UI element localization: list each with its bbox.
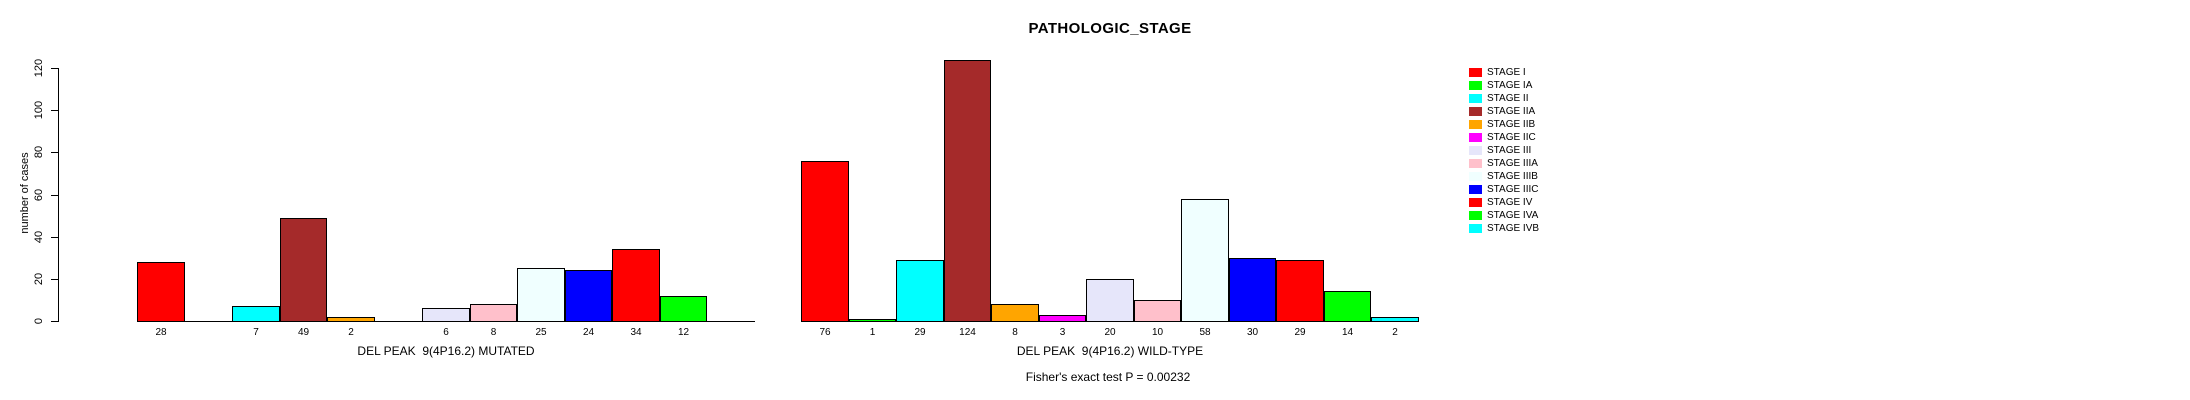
legend-label-stage-iiic: STAGE IIIC bbox=[1487, 184, 1539, 195]
legend-label-stage-ivb: STAGE IVB bbox=[1487, 223, 1540, 234]
legend-swatch-stage-iiic bbox=[1469, 185, 1482, 194]
bar-stage-i-mutated bbox=[137, 262, 185, 322]
legend-swatch-stage-i bbox=[1469, 68, 1482, 77]
legend-label-stage-iva: STAGE IVA bbox=[1487, 210, 1539, 221]
bar-count-stage-iiib-mutated: 25 bbox=[535, 327, 547, 338]
legend-swatch-stage-iiia bbox=[1469, 159, 1482, 168]
legend-label-stage-i: STAGE I bbox=[1487, 67, 1526, 78]
bar-count-stage-ii-wild-type: 29 bbox=[914, 327, 926, 338]
bar-count-stage-i-wild-type: 76 bbox=[819, 327, 831, 338]
bar-count-stage-iva-mutated: 12 bbox=[677, 327, 690, 338]
bar-stage-iv-mutated bbox=[612, 249, 660, 322]
bar-count-stage-ia-wild-type: 1 bbox=[869, 327, 876, 338]
y-tick-mark bbox=[51, 110, 58, 111]
legend-item-stage-iva: STAGE IVA bbox=[1469, 209, 1538, 222]
legend-item-stage-iiia: STAGE IIIA bbox=[1469, 157, 1538, 170]
group-label-wild-type: DEL PEAK 9(4P16.2) WILD-TYPE bbox=[1016, 344, 1204, 358]
legend-item-stage-iv: STAGE IV bbox=[1469, 196, 1532, 209]
legend-swatch-stage-iv bbox=[1469, 198, 1482, 207]
legend-label-stage-iia: STAGE IIA bbox=[1487, 106, 1536, 117]
legend-label-stage-iic: STAGE IIC bbox=[1487, 132, 1536, 143]
bar-stage-i-wild-type bbox=[801, 161, 849, 322]
legend-swatch-stage-ii bbox=[1469, 94, 1482, 103]
bar-stage-iva-wild-type bbox=[1324, 291, 1371, 322]
bar-count-stage-iii-mutated: 6 bbox=[443, 327, 449, 338]
legend-item-stage-i: STAGE I bbox=[1469, 66, 1526, 79]
bar-stage-iia-mutated bbox=[280, 218, 327, 322]
legend-label-stage-ia: STAGE IA bbox=[1487, 80, 1533, 91]
fisher-test-annotation: Fisher's exact test P = 0.00232 bbox=[1025, 370, 1191, 384]
bar-count-stage-iib-wild-type: 8 bbox=[1012, 327, 1018, 338]
legend-item-stage-iiib: STAGE IIIB bbox=[1469, 170, 1538, 183]
legend-item-stage-ia: STAGE IA bbox=[1469, 79, 1532, 92]
bar-count-stage-iic-wild-type: 3 bbox=[1059, 327, 1066, 338]
y-tick-mark bbox=[51, 321, 58, 322]
y-tick-mark bbox=[51, 68, 58, 69]
bar-stage-iiia-wild-type bbox=[1134, 300, 1181, 322]
bar-count-stage-iv-mutated: 34 bbox=[630, 327, 642, 338]
bar-stage-ivb-wild-type bbox=[1371, 317, 1419, 322]
bar-stage-iiic-wild-type bbox=[1229, 258, 1276, 322]
bar-stage-ii-wild-type bbox=[896, 260, 944, 322]
bar-stage-iii-wild-type bbox=[1086, 279, 1134, 322]
legend-item-stage-iii: STAGE III bbox=[1469, 144, 1531, 157]
bar-stage-ia-wild-type bbox=[849, 319, 896, 322]
legend-label-stage-iii: STAGE III bbox=[1487, 145, 1532, 156]
bar-stage-iii-mutated bbox=[422, 308, 470, 322]
bar-stage-iic-wild-type bbox=[1039, 315, 1086, 322]
bar-stage-iib-mutated bbox=[327, 317, 375, 322]
legend-item-stage-iiic: STAGE IIIC bbox=[1469, 183, 1539, 196]
legend-swatch-stage-iiib bbox=[1469, 172, 1482, 181]
bar-stage-iia-wild-type bbox=[944, 60, 991, 322]
legend-label-stage-iiib: STAGE IIIB bbox=[1487, 171, 1538, 182]
bar-count-stage-iib-mutated: 2 bbox=[348, 327, 354, 338]
chart-title: PATHOLOGIC_STAGE bbox=[1028, 20, 1192, 37]
legend-item-stage-ivb: STAGE IVB bbox=[1469, 222, 1539, 235]
legend-swatch-stage-iva bbox=[1469, 211, 1482, 220]
bar-count-stage-i-mutated: 28 bbox=[155, 327, 167, 338]
bar-count-stage-iva-wild-type: 14 bbox=[1341, 327, 1354, 338]
bar-count-stage-ivb-wild-type: 2 bbox=[1392, 327, 1398, 338]
y-tick-mark bbox=[51, 279, 58, 280]
bar-count-stage-iiic-mutated: 24 bbox=[582, 327, 595, 338]
legend-item-stage-ii: STAGE II bbox=[1469, 92, 1529, 105]
legend-label-stage-iiia: STAGE IIIA bbox=[1487, 158, 1538, 169]
bar-count-stage-iia-wild-type: 124 bbox=[959, 327, 976, 338]
bar-stage-iiic-mutated bbox=[565, 270, 612, 322]
bar-count-stage-iii-wild-type: 20 bbox=[1104, 327, 1116, 338]
bar-count-stage-ii-mutated: 7 bbox=[253, 327, 259, 338]
legend-label-stage-ii: STAGE II bbox=[1487, 93, 1529, 104]
y-axis-line bbox=[58, 68, 59, 322]
legend-label-stage-iib: STAGE IIB bbox=[1487, 119, 1536, 130]
bar-count-stage-iia-mutated: 49 bbox=[297, 327, 310, 338]
legend-swatch-stage-iia bbox=[1469, 107, 1482, 116]
y-tick-mark bbox=[51, 195, 58, 196]
bar-count-stage-iiia-wild-type: 10 bbox=[1151, 327, 1164, 338]
legend-swatch-stage-ia bbox=[1469, 81, 1482, 90]
bar-stage-iva-mutated bbox=[660, 296, 707, 322]
y-tick-mark bbox=[51, 237, 58, 238]
bar-stage-iiib-wild-type bbox=[1181, 199, 1229, 322]
legend-swatch-stage-iic bbox=[1469, 133, 1482, 142]
legend-swatch-stage-ivb bbox=[1469, 224, 1482, 233]
legend-swatch-stage-iii bbox=[1469, 146, 1482, 155]
bar-stage-iiia-mutated bbox=[470, 304, 517, 322]
group-label-mutated: DEL PEAK 9(4P16.2) MUTATED bbox=[357, 344, 535, 358]
bar-count-stage-iiib-wild-type: 58 bbox=[1199, 327, 1211, 338]
legend-item-stage-iic: STAGE IIC bbox=[1469, 131, 1536, 144]
bar-stage-ii-mutated bbox=[232, 306, 280, 322]
bar-stage-iib-wild-type bbox=[991, 304, 1039, 322]
bar-count-stage-iiia-mutated: 8 bbox=[490, 327, 497, 338]
y-tick-mark bbox=[51, 152, 58, 153]
legend-label-stage-iv: STAGE IV bbox=[1487, 197, 1533, 208]
bar-count-stage-iiic-wild-type: 30 bbox=[1246, 327, 1259, 338]
bar-count-stage-iv-wild-type: 29 bbox=[1294, 327, 1306, 338]
legend-swatch-stage-iib bbox=[1469, 120, 1482, 129]
bar-stage-iv-wild-type bbox=[1276, 260, 1324, 322]
legend-item-stage-iia: STAGE IIA bbox=[1469, 105, 1535, 118]
bar-stage-iiib-mutated bbox=[517, 268, 565, 322]
legend-item-stage-iib: STAGE IIB bbox=[1469, 118, 1535, 131]
